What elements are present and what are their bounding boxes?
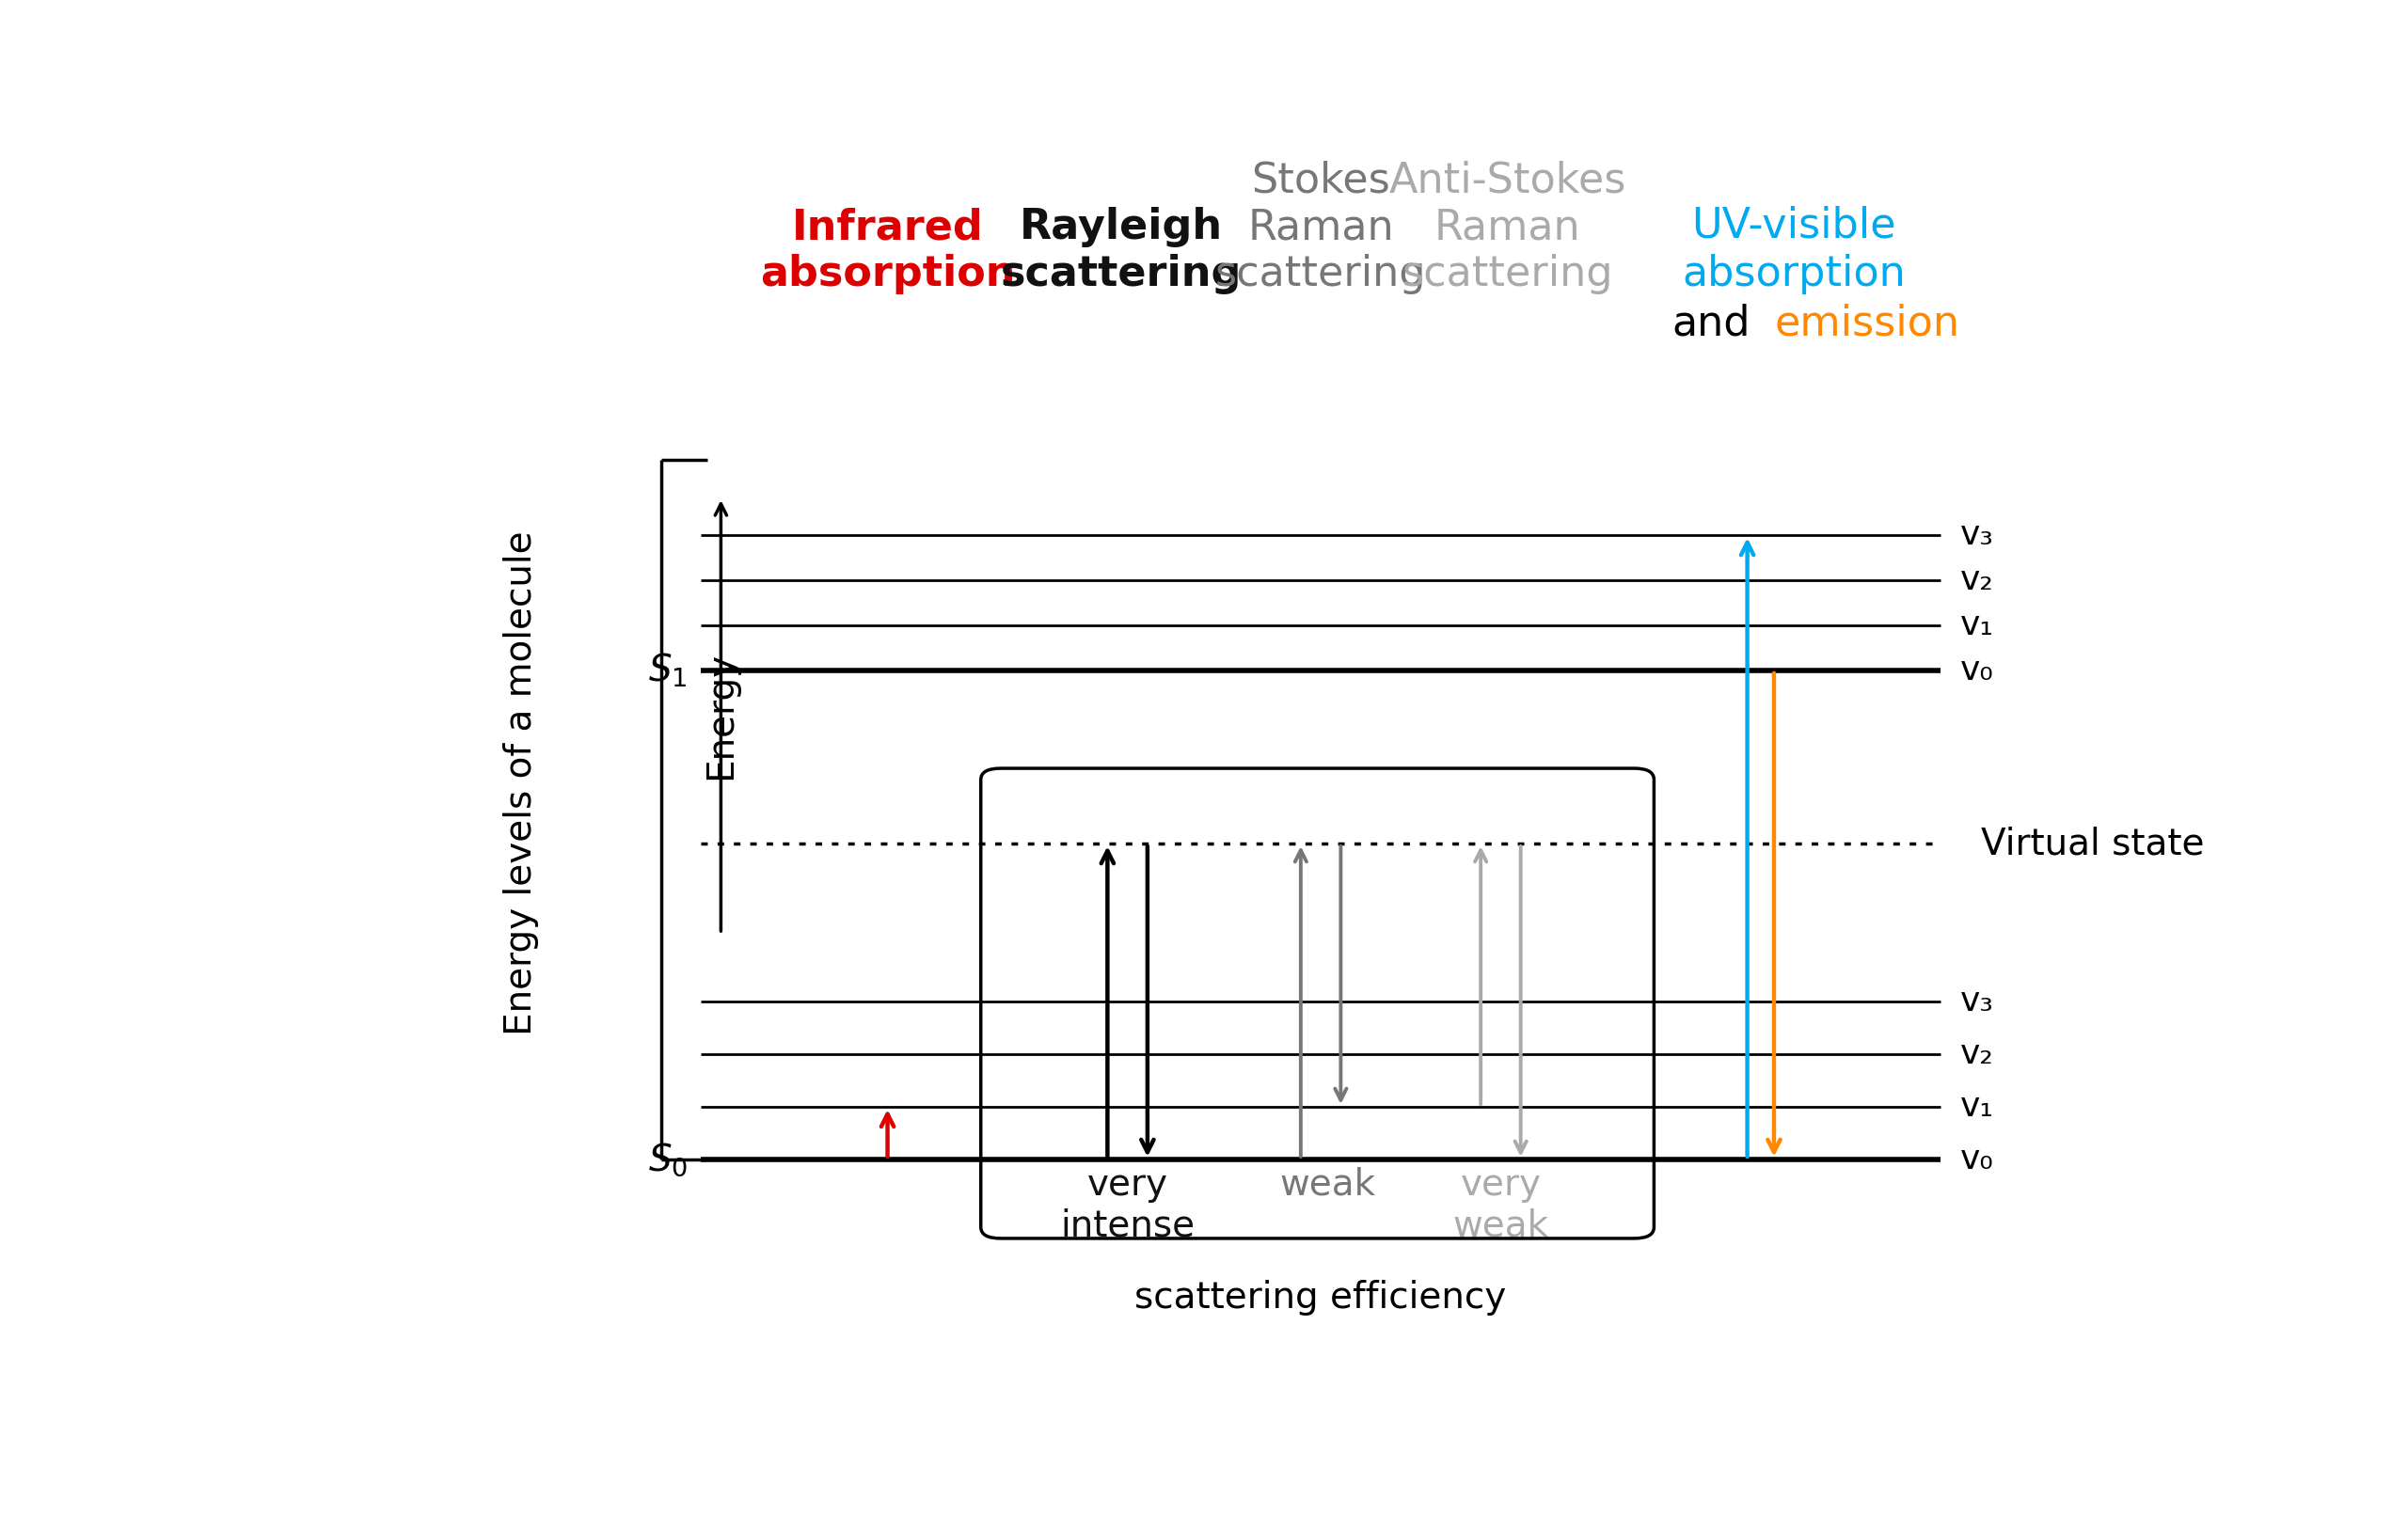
Text: Anti-Stokes
Raman
scattering: Anti-Stokes Raman scattering <box>1389 160 1625 295</box>
Text: Virtual state: Virtual state <box>1979 825 2203 861</box>
Text: absorption: absorption <box>1683 254 1905 295</box>
Text: scattering efficiency: scattering efficiency <box>1134 1279 1507 1316</box>
Text: emission: emission <box>1775 303 1960 344</box>
Text: $S_0$: $S_0$ <box>648 1142 689 1178</box>
Text: v₃: v₃ <box>1960 986 1994 1017</box>
Text: Infrared
absorption: Infrared absorption <box>761 207 1016 295</box>
Text: weak: weak <box>1279 1167 1375 1202</box>
Text: v₀: v₀ <box>1960 1143 1994 1175</box>
Text: UV-visible: UV-visible <box>1693 206 1895 245</box>
Text: Energy levels of a molecule: Energy levels of a molecule <box>503 531 539 1036</box>
Text: v₁: v₁ <box>1960 610 1994 642</box>
Text: Stokes
Raman
scattering: Stokes Raman scattering <box>1216 160 1426 295</box>
Text: v₂: v₂ <box>1960 1039 1994 1070</box>
Text: very
intense: very intense <box>1060 1167 1194 1245</box>
Text: very
weak: very weak <box>1452 1167 1548 1245</box>
Text: v₃: v₃ <box>1960 519 1994 551</box>
Text: v₂: v₂ <box>1960 565 1994 597</box>
Text: Energy: Energy <box>703 651 739 780</box>
Text: v₀: v₀ <box>1960 654 1994 686</box>
Text: Rayleigh
scattering: Rayleigh scattering <box>999 207 1243 295</box>
Text: v₁: v₁ <box>1960 1090 1994 1123</box>
Text: $S_1$: $S_1$ <box>648 651 689 689</box>
Text: and: and <box>1671 303 1751 344</box>
